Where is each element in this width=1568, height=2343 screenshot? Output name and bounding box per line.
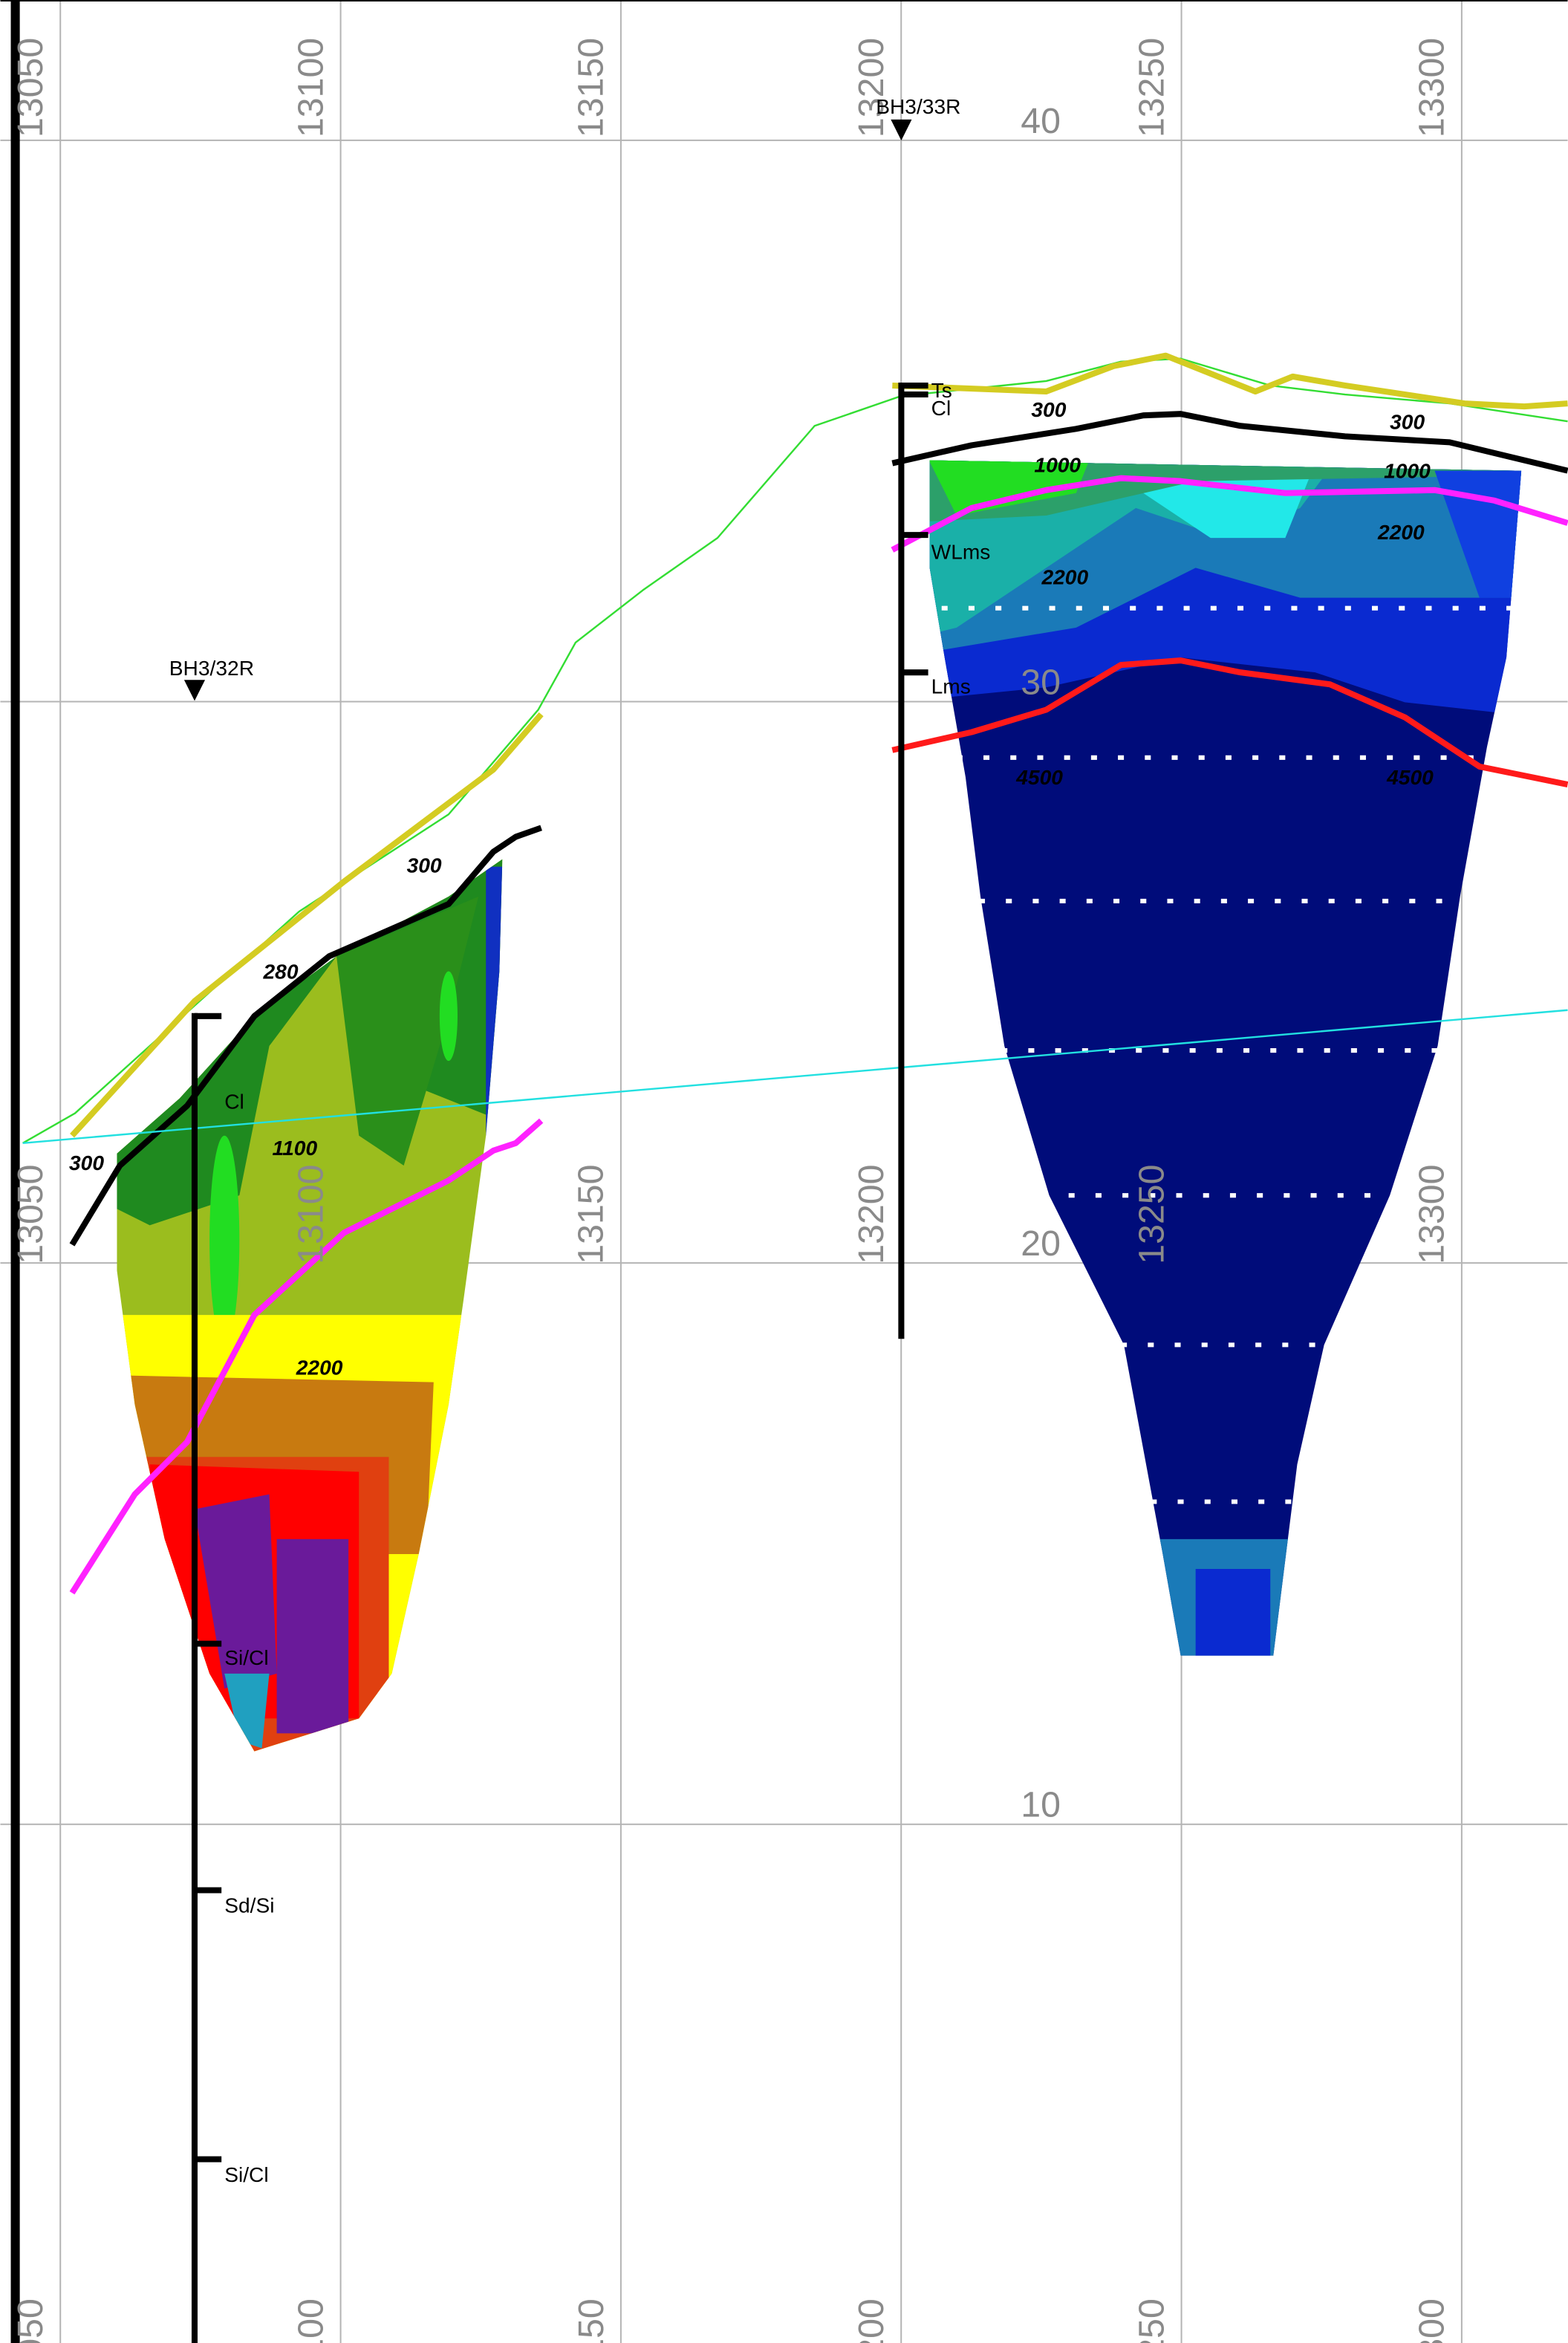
layer-label: WLms bbox=[931, 540, 991, 563]
left-border bbox=[10, 0, 20, 2343]
x-tick-label: 13150 bbox=[571, 1164, 611, 1264]
x-tick-label: 13300 bbox=[1412, 2298, 1452, 2343]
velocity-label: 300 bbox=[1031, 398, 1066, 421]
borehole-name: BH3/33R bbox=[876, 95, 960, 118]
x-tick-label: 13200 bbox=[851, 38, 891, 137]
layer-label: Sd/Si bbox=[224, 1894, 274, 1917]
layer-label: Ts bbox=[931, 379, 952, 402]
x-tick-label: 13250 bbox=[1131, 1164, 1171, 1264]
y-tick-label: 20 bbox=[1021, 1224, 1061, 1264]
x-tick-label: 13050 bbox=[10, 38, 51, 137]
velocity-label: 1000 bbox=[1034, 454, 1081, 477]
layer-label: Cl bbox=[931, 397, 951, 420]
x-tick-label: 13100 bbox=[290, 2298, 331, 2343]
x-tick-label: 13150 bbox=[571, 38, 611, 137]
borehole-name: BH3/32R bbox=[169, 657, 254, 680]
velocity-label: 4500 bbox=[1015, 766, 1063, 789]
x-tick-label: 13100 bbox=[290, 38, 331, 137]
velocity-label: 2200 bbox=[1041, 565, 1088, 588]
x-tick-label: 13300 bbox=[1412, 1164, 1452, 1264]
x-tick-label: 13300 bbox=[1412, 38, 1452, 137]
x-tick-label: 13200 bbox=[851, 2298, 891, 2343]
velocity-label: 4500 bbox=[1386, 766, 1434, 789]
boreholes bbox=[183, 119, 928, 2343]
x-tick-label: 13250 bbox=[1131, 2298, 1171, 2343]
layer-label: Si/Cl bbox=[224, 2163, 268, 2186]
velocity-label: 1000 bbox=[1384, 460, 1431, 483]
velocity-label: 2200 bbox=[1377, 521, 1425, 544]
x-tick-label: 13200 bbox=[851, 1164, 891, 1264]
y-tick-label: 40 bbox=[1021, 101, 1061, 141]
layer-label: Cl bbox=[224, 1091, 244, 1114]
x-tick-label: 13100 bbox=[290, 1164, 331, 1264]
x-tick-label: 13050 bbox=[10, 1164, 51, 1264]
y-tick-label: 30 bbox=[1021, 662, 1061, 702]
x-tick-label: 13150 bbox=[571, 2298, 611, 2343]
velocity-label: 2200 bbox=[296, 1356, 343, 1380]
velocity-label: 280 bbox=[262, 961, 298, 984]
layer-label: Si/Cl bbox=[224, 1646, 268, 1669]
velocity-label: 300 bbox=[69, 1151, 104, 1174]
right-velocity-field bbox=[929, 460, 1522, 1656]
velocity-label: 300 bbox=[407, 854, 442, 877]
interfaces bbox=[22, 352, 1568, 1595]
x-tick-label: 13250 bbox=[1131, 38, 1171, 137]
left-velocity-field bbox=[117, 859, 503, 1752]
velocity-label: 300 bbox=[1390, 410, 1425, 433]
y-tick-label: 10 bbox=[1021, 1785, 1061, 1825]
layer-label: Lms bbox=[931, 675, 971, 698]
velocity-label: 1100 bbox=[273, 1137, 318, 1160]
dotted-lines bbox=[941, 605, 1522, 1504]
x-tick-label: 13050 bbox=[10, 2298, 51, 2343]
